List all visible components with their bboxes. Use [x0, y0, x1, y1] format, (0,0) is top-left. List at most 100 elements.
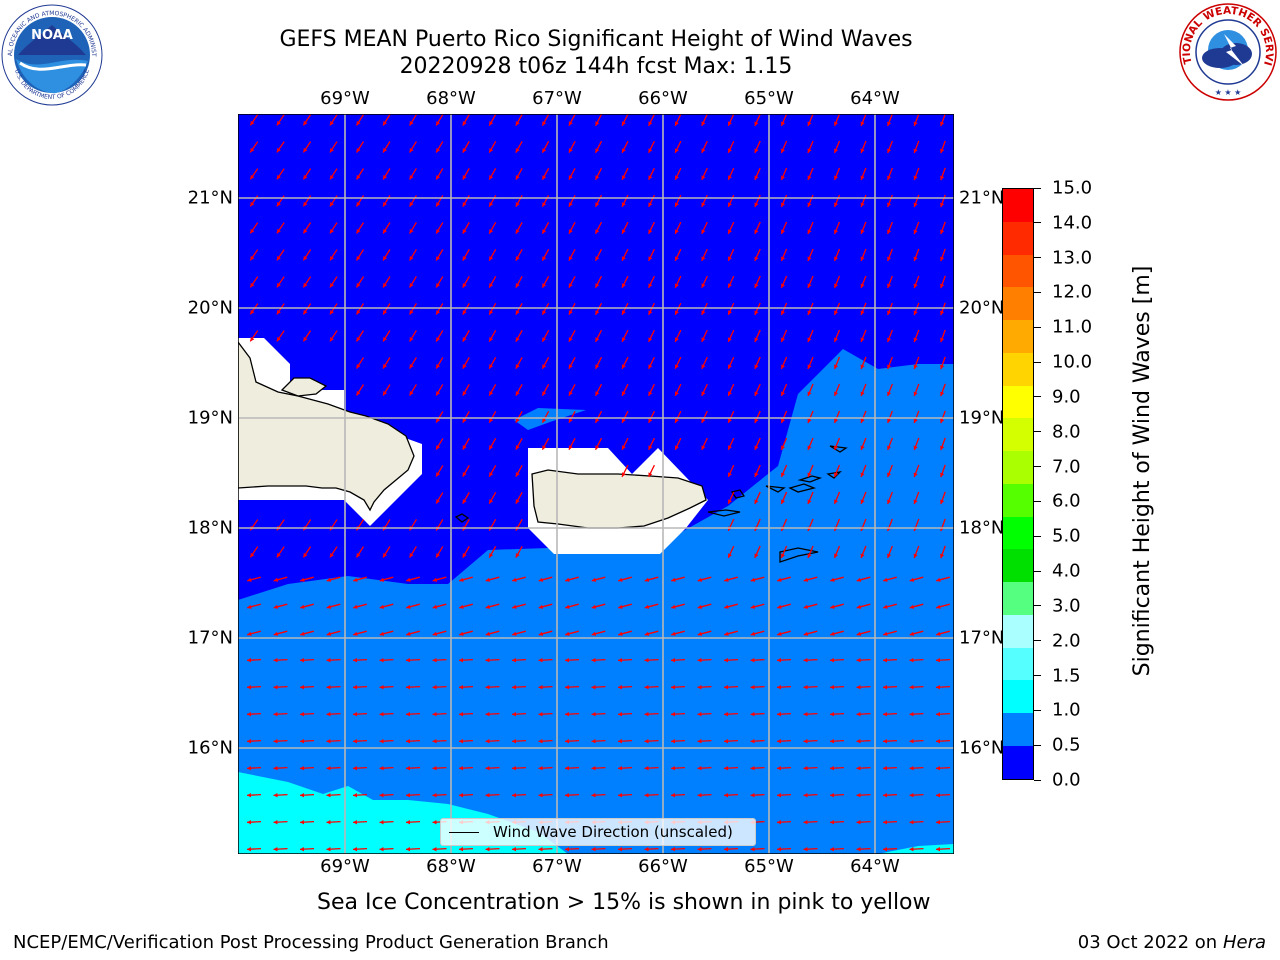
- wave-direction-arrow: [807, 356, 814, 370]
- wave-direction-arrow: [727, 383, 735, 397]
- colorbar-segment: [1003, 680, 1033, 714]
- wave-direction-arrow: [405, 766, 421, 771]
- colorbar-tick-label: 0.0: [1052, 769, 1081, 791]
- island-culebra: [730, 489, 746, 499]
- wave-direction-arrow: [406, 603, 420, 609]
- wave-direction-arrow: [273, 658, 288, 663]
- colorbar-label: Significant Height of Wind Waves [m]: [1130, 265, 1155, 677]
- wave-direction-arrow: [485, 793, 500, 798]
- wave-direction-arrow: [648, 275, 655, 289]
- wave-direction-arrow: [724, 603, 738, 609]
- wave-direction-arrow: [485, 630, 500, 636]
- wave-direction-arrow: [568, 302, 576, 316]
- longitude-label-bottom: 65°W: [744, 856, 794, 877]
- wave-direction-arrow: [541, 248, 550, 262]
- wave-direction-arrow: [352, 739, 368, 744]
- band-0.5-1.0: [238, 349, 954, 854]
- wave-direction-arrow: [727, 491, 735, 505]
- wave-direction-arrow: [860, 545, 867, 559]
- wave-direction-arrow: [276, 276, 285, 288]
- colorbar-tick-label: 2.0: [1052, 630, 1081, 652]
- wave-direction-arrow: [405, 793, 421, 798]
- noaa-logo-text: NOAA: [31, 28, 73, 43]
- wave-direction-arrow: [435, 546, 444, 558]
- wave-direction-arrow: [909, 658, 924, 663]
- wave-direction-arrow: [697, 576, 712, 582]
- wave-direction-arrow: [405, 712, 421, 717]
- wave-direction-arrow: [674, 275, 682, 289]
- wave-direction-arrow: [594, 437, 603, 451]
- wave-direction-arrow: [299, 712, 315, 717]
- wave-direction-arrow: [887, 356, 893, 370]
- wave-direction-arrow: [674, 114, 682, 127]
- wave-direction-arrow: [856, 630, 871, 636]
- wave-direction-arrow: [512, 630, 526, 636]
- wave-direction-arrow: [488, 168, 497, 180]
- wave-direction-arrow: [754, 275, 761, 289]
- footer-date-text: 03 Oct 2022 on: [1077, 932, 1223, 953]
- wave-direction-arrow: [754, 248, 761, 262]
- wave-direction-arrow: [648, 464, 655, 478]
- wave-direction-arrow: [379, 603, 394, 609]
- wave-direction-arrow: [488, 330, 497, 342]
- wave-direction-arrow: [432, 739, 447, 744]
- wave-direction-arrow: [435, 330, 444, 342]
- island-st-thomas: [765, 485, 786, 493]
- latitude-label-left: 20°N: [187, 297, 233, 319]
- wave-direction-arrow: [913, 410, 920, 424]
- wave-direction-arrow: [355, 249, 365, 261]
- wave-direction-arrow: [458, 739, 474, 744]
- wave-direction-arrow: [565, 630, 579, 636]
- wave-direction-arrow: [940, 356, 946, 370]
- wave-direction-arrow: [750, 793, 765, 798]
- wave-direction-arrow: [674, 140, 682, 154]
- wave-direction-arrow: [670, 685, 686, 690]
- wave-direction-arrow: [382, 168, 391, 180]
- wave-direction-arrow: [458, 766, 474, 771]
- wave-direction-arrow: [727, 194, 735, 208]
- wave-direction-arrow: [621, 221, 629, 235]
- wave-direction-arrow: [829, 847, 845, 852]
- wave-direction-arrow: [594, 140, 603, 154]
- wave-direction-arrow: [246, 793, 262, 798]
- wave-direction-arrow: [435, 384, 444, 396]
- wave-direction-arrow: [541, 356, 550, 370]
- wave-direction-arrow: [913, 356, 920, 370]
- wave-direction-arrow: [353, 576, 367, 582]
- wave-direction-arrow: [591, 603, 606, 609]
- wave-direction-arrow: [936, 630, 950, 636]
- wave-direction-arrow: [776, 712, 792, 717]
- wave-direction-arrow: [409, 222, 417, 234]
- wave-direction-arrow: [541, 383, 550, 397]
- wave-direction-arrow: [458, 658, 474, 663]
- colorbar-segment: [1003, 320, 1033, 353]
- colorbar-segment: [1003, 746, 1033, 779]
- wave-direction-arrow: [594, 248, 603, 262]
- wave-direction-arrow: [302, 168, 312, 180]
- wave-direction-arrow: [568, 221, 576, 235]
- colorbar-tick-label: 15.0: [1052, 177, 1093, 199]
- wave-direction-arrow: [803, 685, 818, 690]
- wave-direction-arrow: [724, 630, 738, 636]
- wave-direction-arrow: [701, 437, 708, 451]
- longitude-label-bottom: 68°W: [426, 856, 476, 877]
- colorbar-tick-mark: [1034, 779, 1041, 781]
- wave-direction-arrow: [727, 248, 735, 262]
- wave-direction-arrow: [329, 168, 338, 180]
- wave-direction-arrow: [701, 356, 708, 370]
- wave-direction-arrow: [644, 603, 659, 609]
- wave-direction-arrow: [432, 576, 447, 582]
- band-0.5-1.0-patch: [514, 408, 586, 430]
- latitude-label-right: 17°N: [959, 627, 1005, 649]
- chart-subtitle: 20220928 t06z 144h fcst Max: 1.15: [399, 54, 793, 79]
- wave-direction-arrow: [249, 249, 259, 261]
- wave-direction-arrow: [329, 141, 338, 153]
- wave-direction-arrow: [829, 739, 845, 744]
- wave-direction-arrow: [913, 221, 920, 235]
- wave-direction-arrow: [302, 114, 312, 126]
- wave-direction-arrow: [674, 194, 682, 208]
- wave-direction-arrow: [246, 766, 262, 771]
- wave-direction-arrow: [940, 410, 946, 424]
- colorbar-tick-mark: [1034, 291, 1041, 293]
- wave-direction-arrow: [435, 222, 444, 234]
